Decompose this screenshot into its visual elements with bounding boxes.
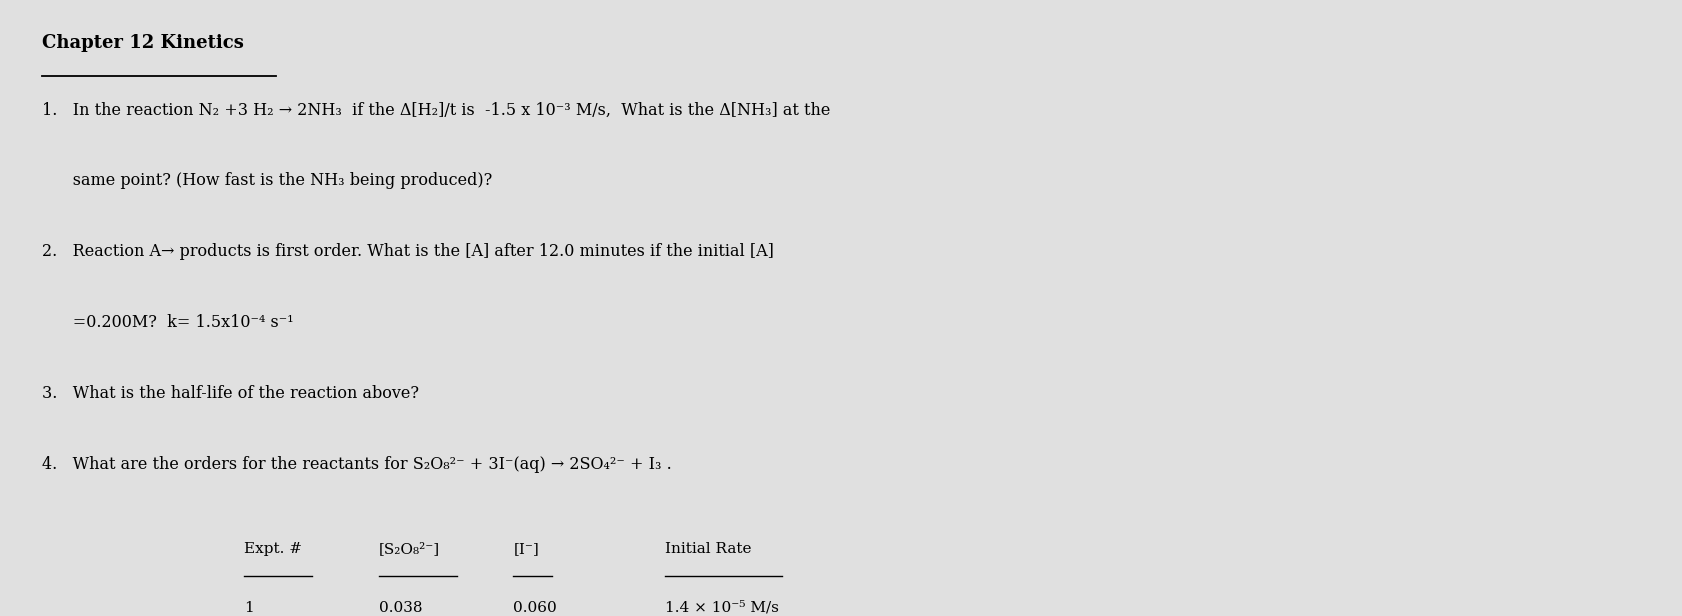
Text: Chapter 12 Kinetics: Chapter 12 Kinetics bbox=[42, 34, 244, 52]
Text: same point? (How fast is the NH₃ being produced)?: same point? (How fast is the NH₃ being p… bbox=[42, 172, 493, 190]
Text: Expt. #: Expt. # bbox=[244, 542, 301, 556]
Text: 1: 1 bbox=[244, 601, 254, 615]
Text: [S₂O₈²⁻]: [S₂O₈²⁻] bbox=[378, 542, 439, 556]
Text: 1.   In the reaction N₂ +3 H₂ → 2NH₃  if the Δ[H₂]/t is  -1.5 x 10⁻³ M/s,  What : 1. In the reaction N₂ +3 H₂ → 2NH₃ if th… bbox=[42, 102, 829, 119]
Text: 0.060: 0.060 bbox=[513, 601, 557, 615]
Text: 1.4 × 10⁻⁵ M/s: 1.4 × 10⁻⁵ M/s bbox=[664, 601, 779, 615]
Text: 4.   What are the orders for the reactants for S₂O₈²⁻ + 3I⁻(aq) → 2SO₄²⁻ + I₃ .: 4. What are the orders for the reactants… bbox=[42, 456, 671, 473]
Text: =0.200M?  k= 1.5x10⁻⁴ s⁻¹: =0.200M? k= 1.5x10⁻⁴ s⁻¹ bbox=[42, 314, 294, 331]
Text: Initial Rate: Initial Rate bbox=[664, 542, 750, 556]
Text: 2.   Reaction A→ products is first order. What is the [A] after 12.0 minutes if : 2. Reaction A→ products is first order. … bbox=[42, 243, 774, 261]
Text: 0.038: 0.038 bbox=[378, 601, 422, 615]
Text: 3.   What is the half-life of the reaction above?: 3. What is the half-life of the reaction… bbox=[42, 385, 419, 402]
Text: [I⁻]: [I⁻] bbox=[513, 542, 538, 556]
